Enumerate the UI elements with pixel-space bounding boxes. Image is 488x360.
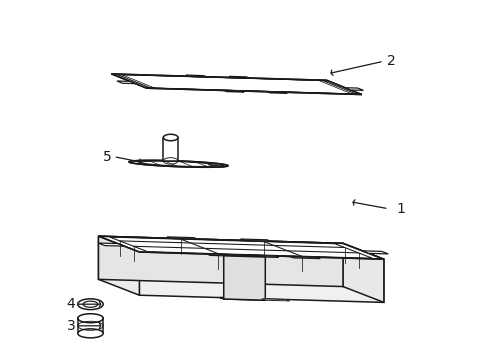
Polygon shape <box>224 90 244 92</box>
Polygon shape <box>186 75 206 77</box>
Ellipse shape <box>78 299 103 310</box>
Polygon shape <box>342 243 383 302</box>
Polygon shape <box>206 254 237 256</box>
Polygon shape <box>289 256 320 258</box>
Polygon shape <box>166 237 197 239</box>
Text: 5: 5 <box>103 150 112 163</box>
Polygon shape <box>98 243 124 246</box>
Polygon shape <box>266 92 286 93</box>
Text: 4: 4 <box>66 297 75 311</box>
Polygon shape <box>362 251 387 254</box>
Polygon shape <box>224 256 265 300</box>
Polygon shape <box>98 236 139 295</box>
Polygon shape <box>344 88 363 90</box>
Polygon shape <box>207 164 224 166</box>
Polygon shape <box>129 160 227 167</box>
Polygon shape <box>117 81 135 84</box>
Polygon shape <box>220 298 265 300</box>
Text: 2: 2 <box>386 54 395 68</box>
Text: 3: 3 <box>66 319 75 333</box>
Polygon shape <box>111 74 361 95</box>
Polygon shape <box>229 76 249 78</box>
Polygon shape <box>139 252 383 302</box>
Polygon shape <box>240 239 270 241</box>
Polygon shape <box>163 138 178 161</box>
Polygon shape <box>98 236 383 259</box>
Ellipse shape <box>78 314 103 323</box>
Ellipse shape <box>78 329 103 338</box>
Polygon shape <box>98 236 342 287</box>
Polygon shape <box>261 299 289 301</box>
Ellipse shape <box>163 134 178 141</box>
Ellipse shape <box>83 301 98 307</box>
Polygon shape <box>247 255 278 257</box>
Text: 1: 1 <box>396 202 405 216</box>
